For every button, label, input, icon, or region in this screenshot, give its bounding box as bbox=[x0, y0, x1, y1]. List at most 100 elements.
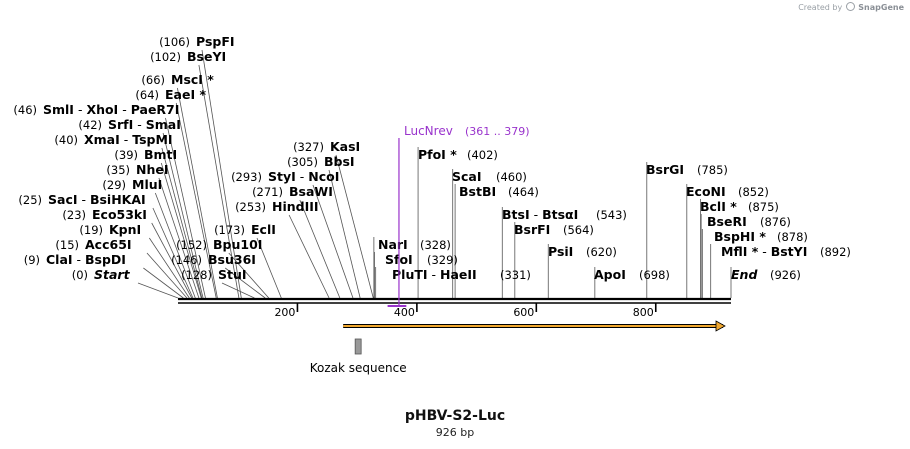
site-connector-line bbox=[198, 64, 240, 299]
restriction-site: BtsI - BtsαI (543) bbox=[502, 207, 627, 222]
site-name-label: PfoI * bbox=[418, 147, 457, 162]
restriction-site: (305) BbsI bbox=[287, 154, 355, 169]
snapgene-credit: Created by SnapGene bbox=[798, 2, 904, 12]
orf-arrow-head bbox=[715, 320, 726, 332]
site-enzyme-name: TspMI bbox=[132, 132, 172, 147]
site-separator: - bbox=[73, 252, 85, 267]
restriction-site: EcoNI (852) bbox=[686, 184, 769, 199]
restriction-site: (152) Bpu10I bbox=[176, 237, 262, 252]
site-connector-line bbox=[228, 252, 270, 299]
site-enzyme-name: BseRI bbox=[707, 214, 747, 229]
site-enzyme-name: MluI bbox=[132, 177, 162, 192]
site-enzyme-name: BsaWI bbox=[289, 184, 333, 199]
primer-name: LucNrev bbox=[404, 124, 453, 138]
site-enzyme-name: HindIII bbox=[272, 199, 319, 214]
site-connector-line bbox=[312, 184, 354, 299]
restriction-site: (128) StuI bbox=[181, 267, 246, 282]
restriction-site: (271) BsaWI bbox=[252, 184, 333, 199]
restriction-site: (0) Start bbox=[72, 267, 131, 282]
site-position-label: (19) bbox=[79, 223, 103, 237]
site-separator: - bbox=[296, 169, 308, 184]
primer-range: (361 .. 379) bbox=[465, 125, 530, 138]
site-enzyme-name: BbsI bbox=[324, 154, 355, 169]
site-connector-line bbox=[288, 214, 330, 299]
site-position-label: (106) bbox=[159, 35, 190, 49]
restriction-site: (40) XmaI - TspMI bbox=[54, 132, 172, 147]
site-connector-line bbox=[158, 177, 200, 299]
site-name-label: KpnI bbox=[109, 222, 141, 237]
restriction-site: (102) BseYI bbox=[150, 49, 226, 64]
site-position-label: (876) bbox=[760, 215, 791, 229]
site-name-label: Bpu10I bbox=[213, 237, 262, 252]
site-enzyme-name: NarI bbox=[378, 237, 408, 252]
site-name-label: BsrGI bbox=[646, 162, 684, 177]
site-separator: - bbox=[120, 132, 132, 147]
site-enzyme-name: BsiHKAI bbox=[90, 192, 146, 207]
site-connector-line bbox=[224, 267, 266, 299]
site-name-label: PsiI bbox=[548, 244, 573, 259]
site-position-label: (464) bbox=[508, 185, 539, 199]
site-enzyme-name: BspDI bbox=[85, 252, 126, 267]
site-enzyme-name: SacI bbox=[48, 192, 78, 207]
site-name-label: ApoI bbox=[594, 267, 626, 282]
site-name-label: StyI - NcoI bbox=[268, 169, 339, 184]
site-connector-line bbox=[152, 207, 194, 299]
site-name-label: End bbox=[731, 267, 758, 282]
site-enzyme-name: BsrGI bbox=[646, 162, 684, 177]
site-enzyme-name: KpnI bbox=[109, 222, 141, 237]
site-position-label: (15) bbox=[55, 238, 79, 252]
site-position-label: (271) bbox=[252, 185, 283, 199]
site-name-label: BsrFI bbox=[514, 222, 550, 237]
restriction-site: BspHI * (878) bbox=[714, 229, 808, 244]
ruler-tick-label: 400 bbox=[394, 306, 415, 319]
site-enzyme-name: StuI bbox=[218, 267, 247, 282]
site-name-label: BspHI * bbox=[714, 229, 766, 244]
site-name-label: Start bbox=[94, 267, 131, 282]
site-position-label: (42) bbox=[78, 118, 102, 132]
site-name-label: BtsI - BtsαI bbox=[502, 207, 578, 222]
site-enzyme-name: BstBI bbox=[459, 184, 496, 199]
site-enzyme-name: XhoI bbox=[86, 102, 118, 117]
site-enzyme-name: Acc65I bbox=[85, 237, 132, 252]
site-position-label: (852) bbox=[738, 185, 769, 199]
site-name-label: MflI * - BstYI bbox=[721, 244, 807, 259]
restriction-site: PsiI (620) bbox=[548, 244, 617, 259]
site-connector-line bbox=[146, 252, 188, 299]
restriction-site: (173) EclI bbox=[214, 222, 276, 237]
sequence-map: 200 400 600 800 (0) Start(9) ClaI - BspDI(15)… bbox=[13, 34, 851, 375]
site-separator: - bbox=[530, 207, 542, 222]
site-connector-line bbox=[256, 237, 282, 299]
site-connector-line bbox=[201, 49, 242, 299]
restriction-site: (15) Acc65I bbox=[55, 237, 131, 252]
site-separator: - bbox=[758, 244, 770, 259]
site-name-label: SmlI - XhoI - PaeR7I bbox=[43, 102, 179, 117]
site-position-label: (23) bbox=[62, 208, 86, 222]
site-connector-line bbox=[221, 282, 255, 299]
site-position-label: (39) bbox=[114, 148, 138, 162]
site-enzyme-name: BmtI bbox=[144, 147, 177, 162]
site-name-label: NheI bbox=[136, 162, 169, 177]
site-position-label: (66) bbox=[141, 73, 165, 87]
restriction-site: ScaI (460) bbox=[452, 169, 527, 184]
site-position-label: (331) bbox=[500, 268, 531, 282]
restriction-site: BseRI (876) bbox=[707, 214, 791, 229]
site-position-label: (29) bbox=[102, 178, 126, 192]
site-name-label: SrfI - SmaI bbox=[108, 117, 181, 132]
plasmid-title-block: pHBV-S2-Luc 926 bp bbox=[0, 408, 910, 439]
restriction-site: (23) Eco53kI bbox=[62, 207, 147, 222]
site-enzyme-name: BtsI bbox=[502, 207, 530, 222]
plasmid-name: pHBV-S2-Luc bbox=[404, 408, 506, 424]
site-enzyme-name: NheI bbox=[136, 162, 169, 177]
restriction-site: BsrFI (564) bbox=[514, 222, 594, 237]
site-connector-line bbox=[299, 199, 341, 299]
site-enzyme-name: End bbox=[731, 267, 758, 282]
site-enzyme-name: BstYI bbox=[771, 244, 808, 259]
site-enzyme-name: PfoI * bbox=[418, 147, 457, 162]
site-name-label: ScaI bbox=[452, 169, 482, 184]
site-name-label: EclI bbox=[251, 222, 276, 237]
site-name-label: BclI * bbox=[700, 199, 737, 214]
site-enzyme-name: ApoI bbox=[594, 267, 626, 282]
site-lines bbox=[137, 49, 732, 299]
site-name-label: MscI * bbox=[171, 72, 214, 87]
site-position-label: (40) bbox=[54, 133, 78, 147]
